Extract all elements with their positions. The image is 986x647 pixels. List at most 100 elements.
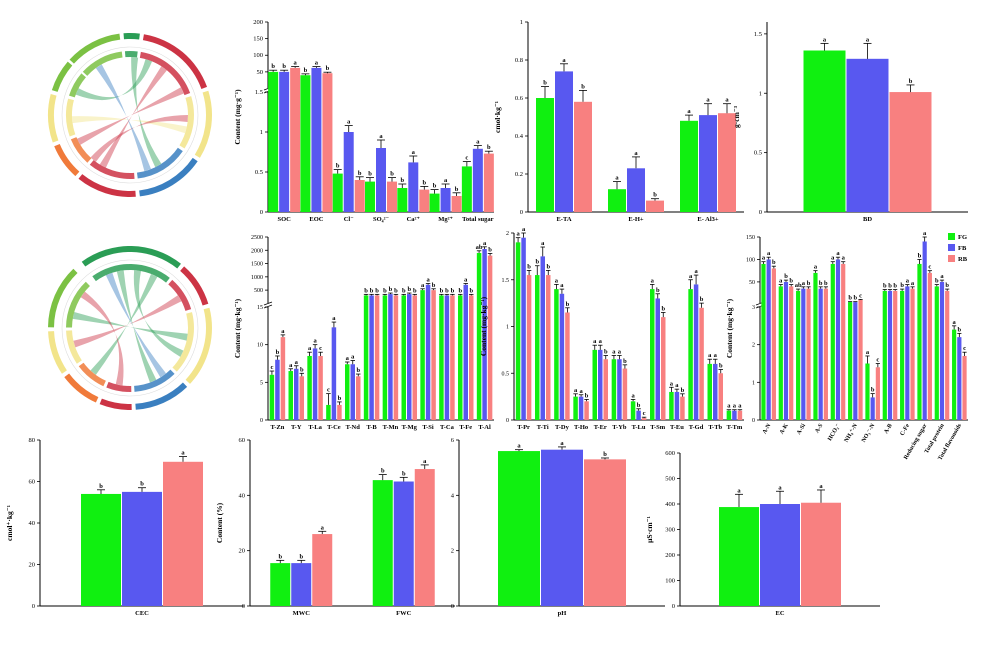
bar-FB xyxy=(636,410,641,420)
y-tick-label: 500 xyxy=(665,476,675,483)
x-tick-label: EOC xyxy=(309,216,323,223)
x-tick-label: T-Fe xyxy=(459,424,472,431)
significance-letter: b xyxy=(883,283,887,290)
significance-letter: a xyxy=(831,255,835,262)
significance-letter: a xyxy=(321,524,325,531)
significance-letter: a xyxy=(562,57,566,64)
bar-FG xyxy=(848,302,853,420)
y-axis-label: Content (%) xyxy=(215,502,224,543)
bar-RB xyxy=(603,359,608,420)
bar-FG xyxy=(332,173,343,212)
x-tick-label: SOC xyxy=(277,216,291,223)
y-tick-label: 2 xyxy=(506,231,509,237)
significance-letter: a xyxy=(923,230,927,237)
significance-letter: b xyxy=(854,295,858,302)
y-tick-label: 60 xyxy=(29,479,36,486)
significance-letter: a xyxy=(476,139,480,146)
significance-letter: a xyxy=(294,60,298,67)
y-tick-label: 1 xyxy=(752,380,755,386)
significance-letter: a xyxy=(560,440,564,447)
significance-letter: c xyxy=(319,345,322,352)
bar-FG xyxy=(630,401,636,420)
significance-letter: a xyxy=(714,352,718,359)
bar-RB xyxy=(910,288,915,420)
significance-letter: b xyxy=(458,287,462,294)
x-tick-label: T-Tb xyxy=(708,424,722,431)
bar-FB xyxy=(555,71,573,213)
panel-p10: 0 100 200 300 400 500 600 μS·cm⁻¹ a a a EC xyxy=(645,450,880,617)
chord-outer-segment xyxy=(99,398,132,410)
significance-letter: a xyxy=(516,231,520,238)
significance-letter: b xyxy=(140,481,144,488)
legend-label-FG: FG xyxy=(958,234,967,241)
y-tick-label: 0 xyxy=(672,603,675,610)
bar-RB xyxy=(858,299,863,420)
significance-letter: a xyxy=(315,60,319,67)
x-tick-label: T-Sm xyxy=(650,424,666,431)
bar-FG xyxy=(420,290,425,420)
significance-letter: c xyxy=(876,357,879,364)
bar-FB xyxy=(275,359,280,420)
significance-letter: a xyxy=(421,282,425,289)
bar-RB xyxy=(875,367,880,420)
significance-letter: a xyxy=(313,338,317,345)
significance-letter: b xyxy=(909,78,913,85)
x-tick-label: A-Si xyxy=(796,423,807,436)
significance-letter: b xyxy=(356,367,360,374)
bar-FB xyxy=(331,327,337,420)
y-tick-label: 15 xyxy=(257,305,263,311)
x-tick-label: T-Tm xyxy=(727,424,743,431)
bar-FG xyxy=(515,242,521,420)
chord-ribbon xyxy=(73,295,182,348)
y-tick-label: 2 xyxy=(752,343,755,349)
chord-outer-segment xyxy=(48,94,59,143)
significance-letter: b xyxy=(400,177,404,184)
bar-RB xyxy=(387,181,397,212)
chord-inner-segment xyxy=(89,160,135,179)
y-tick-label: 10 xyxy=(257,343,263,349)
x-tick-label: E-H+ xyxy=(628,216,644,223)
y-axis-label: g·cm⁻³ xyxy=(732,105,741,128)
bar-RB xyxy=(789,286,794,420)
bar-FB xyxy=(853,302,858,420)
x-tick-label: CEC xyxy=(135,610,149,617)
significance-letter: a xyxy=(738,403,742,410)
significance-letter: a xyxy=(599,338,603,345)
chord-outer-segment xyxy=(69,33,121,64)
chord-ribbon xyxy=(116,270,157,383)
bar-RB xyxy=(823,288,828,420)
significance-letter: b xyxy=(819,280,823,287)
bar-FB xyxy=(482,248,487,420)
bar-RB xyxy=(414,469,435,606)
bar-FB xyxy=(617,359,622,420)
y-tick-label: 6 xyxy=(451,437,455,444)
significance-letter: a xyxy=(579,388,583,395)
y-tick-label: 1 xyxy=(520,19,523,26)
bar-FG xyxy=(592,349,597,420)
significance-letter: b xyxy=(469,287,473,294)
significance-letter: a xyxy=(541,240,545,247)
significance-letter: b xyxy=(772,259,776,266)
significance-letter: c xyxy=(859,292,862,299)
bar-FG xyxy=(397,188,408,212)
bar-FG xyxy=(813,272,818,420)
bar-FB xyxy=(343,132,354,212)
bar-FB xyxy=(521,237,526,420)
bar-RB xyxy=(927,272,932,420)
x-tick-label: T-B xyxy=(366,424,377,431)
bar-FB xyxy=(766,259,771,420)
chord-outer-segment xyxy=(54,144,80,177)
y-tick-label: 0.2 xyxy=(515,171,523,178)
significance-letter: b xyxy=(900,282,904,289)
y-tick-label: 0.8 xyxy=(515,57,523,64)
bar-FG xyxy=(307,355,312,420)
x-tick-label: T-Eu xyxy=(670,424,684,431)
chord-outer-segment xyxy=(180,266,209,306)
significance-letter: a xyxy=(725,97,729,104)
bar-RB xyxy=(412,295,417,420)
significance-letter: b xyxy=(375,287,379,294)
bar-FG xyxy=(476,252,482,420)
significance-letter: a xyxy=(694,268,698,275)
